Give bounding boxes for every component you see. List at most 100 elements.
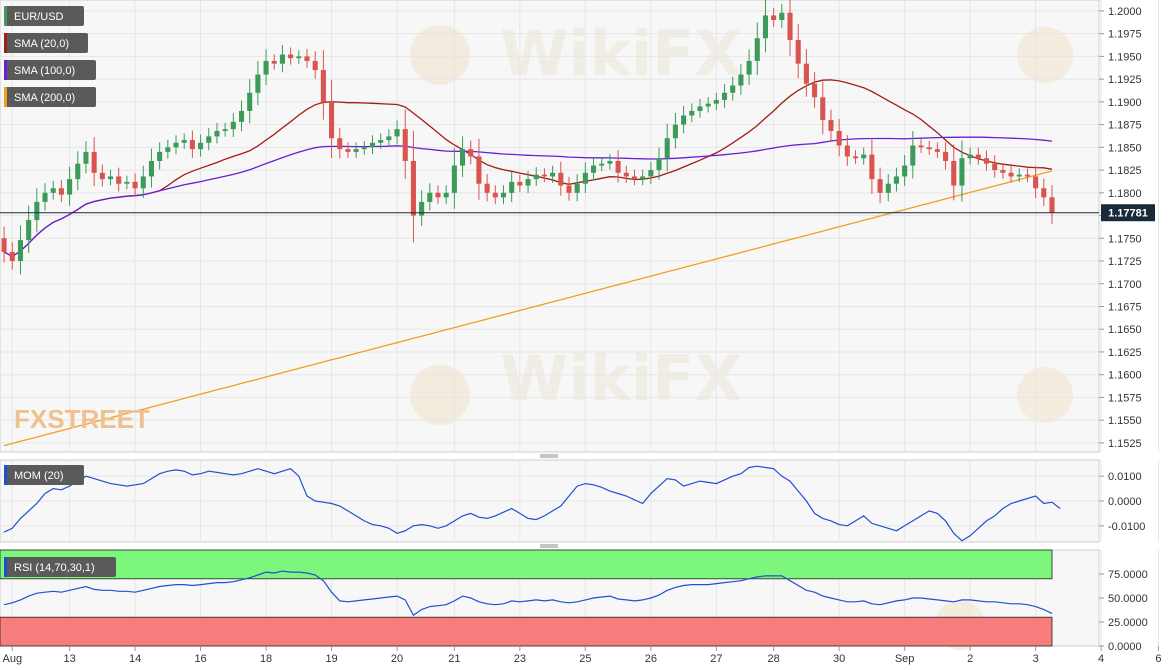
- candle-body: [812, 83, 818, 98]
- candle-body: [484, 183, 490, 193]
- candle: [50, 180, 56, 200]
- candle: [910, 131, 916, 179]
- candle-body: [468, 149, 474, 157]
- candle: [934, 142, 940, 158]
- candle: [754, 22, 760, 76]
- candle-body: [116, 176, 122, 184]
- time-tick-label: Aug: [2, 653, 22, 665]
- candle: [509, 171, 515, 203]
- legend-momentum[interactable]: MOM (20): [4, 465, 84, 485]
- panel-splitter-1[interactable]: [540, 454, 558, 458]
- candle: [681, 105, 687, 134]
- candle-body: [550, 172, 556, 177]
- time-tick-label: 16: [194, 653, 206, 665]
- candle: [1024, 168, 1030, 183]
- candle-body: [500, 192, 507, 198]
- candle-body: [247, 92, 253, 111]
- axes: 1.2000 1.1975 1.1950 1.1925 1.1900 1.1875 1.18…: [0, 6, 1161, 665]
- candle-body: [492, 192, 498, 198]
- candle: [500, 185, 507, 205]
- candle-body: [599, 163, 605, 166]
- candle-body: [165, 147, 171, 152]
- legend-sma-200-label: SMA (200,0): [14, 92, 75, 104]
- legend-symbol[interactable]: EUR/USD: [4, 6, 84, 26]
- momentum-tick-label: 0.0000: [1108, 496, 1142, 508]
- legend: EUR/USD SMA (20,0) SMA (100,0) SMA (200,…: [4, 6, 116, 577]
- momentum-tick-label: -0.0100: [1108, 521, 1145, 533]
- candle-body: [329, 101, 335, 139]
- candle-body: [664, 138, 670, 159]
- candle-body: [607, 160, 613, 164]
- time-tick-label: 4: [1098, 653, 1104, 665]
- candle-body: [1049, 197, 1055, 213]
- candle-body: [943, 151, 949, 161]
- time-tick-label: 30: [833, 653, 845, 665]
- candle-body: [877, 179, 883, 193]
- candle: [247, 79, 253, 124]
- candle-body: [525, 179, 531, 186]
- candle: [943, 142, 949, 170]
- candle-body: [967, 154, 973, 159]
- candle: [435, 185, 441, 205]
- candle: [492, 185, 498, 205]
- candle-body: [771, 15, 777, 21]
- legend-sma-100[interactable]: SMA (100,0): [4, 60, 96, 80]
- legend-rsi-label: RSI (14,70,30,1): [14, 562, 95, 574]
- candle-body: [42, 192, 48, 202]
- candle: [861, 147, 867, 165]
- candle-body: [517, 181, 523, 186]
- candle: [517, 174, 523, 192]
- legend-sma-200[interactable]: SMA (200,0): [4, 87, 96, 107]
- legend-rsi[interactable]: RSI (14,70,30,1): [4, 557, 116, 577]
- candle-body: [713, 100, 719, 104]
- candle: [550, 165, 556, 183]
- price-tick-label: 1.1700: [1108, 279, 1142, 291]
- price-tick-label: 1.1975: [1108, 29, 1142, 41]
- main-panel: [0, 0, 1100, 453]
- candle: [329, 80, 335, 158]
- candle: [181, 133, 187, 149]
- candle: [746, 49, 752, 86]
- candle: [558, 161, 564, 196]
- candle-body: [427, 192, 433, 202]
- candle: [476, 138, 482, 200]
- price-tick-label: 1.1625: [1108, 347, 1142, 359]
- candle: [615, 150, 621, 183]
- candle: [67, 166, 73, 206]
- candle-body: [762, 15, 769, 39]
- candle: [353, 142, 359, 158]
- price-tick-label: 1.1950: [1108, 51, 1142, 63]
- candle: [91, 137, 97, 187]
- time-tick-label: Sep: [895, 653, 915, 665]
- panel-splitter-2[interactable]: [540, 544, 558, 548]
- candle: [918, 139, 924, 153]
- candle: [304, 48, 310, 68]
- rsi-tick-label: 75.0000: [1108, 569, 1148, 581]
- candle-body: [623, 172, 629, 177]
- price-tick-label: 1.1525: [1108, 438, 1142, 450]
- watermark-text: WikiFX: [500, 342, 742, 415]
- fxstreet-logo: FXSTREET: [14, 404, 150, 434]
- candle: [271, 54, 277, 70]
- candle: [959, 140, 965, 202]
- candle-body: [509, 181, 515, 193]
- watermarks: WikiFX WikiFX: [410, 17, 1073, 650]
- candle-body: [1008, 172, 1014, 177]
- candle: [419, 190, 425, 226]
- candle: [198, 134, 204, 157]
- candle: [116, 167, 122, 192]
- candle: [844, 135, 850, 166]
- candle: [762, 0, 769, 53]
- candle: [541, 168, 547, 183]
- candle: [320, 50, 326, 120]
- legend-sma-20[interactable]: SMA (20,0): [4, 33, 88, 53]
- candle: [1, 226, 7, 263]
- candle-body: [1, 238, 7, 252]
- candle: [230, 113, 236, 138]
- candle: [983, 150, 990, 171]
- candle-body: [754, 38, 760, 61]
- candle: [795, 23, 801, 79]
- candle: [443, 185, 449, 205]
- candle: [173, 135, 179, 155]
- candle: [99, 164, 105, 187]
